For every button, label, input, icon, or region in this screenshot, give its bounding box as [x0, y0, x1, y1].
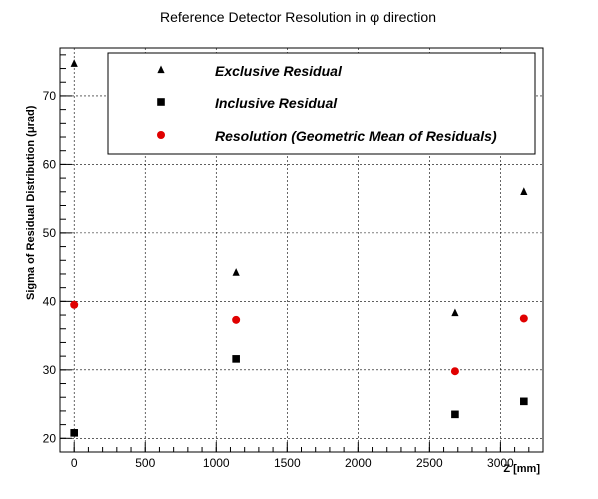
x-tick-label: 1500 [274, 456, 301, 470]
square-data-point [520, 397, 528, 406]
circle-data-point [450, 367, 459, 376]
legend-circle-marker [157, 131, 165, 139]
legend-label: Exclusive Residual [215, 63, 343, 79]
triangle-data-point [232, 268, 240, 276]
legend-square-marker [157, 98, 165, 106]
y-tick-label: 40 [43, 294, 57, 308]
x-tick-label: 500 [135, 456, 155, 470]
triangle-data-point [70, 59, 78, 67]
chart-title: Reference Detector Resolution in φ direc… [160, 9, 436, 25]
triangle-data-point [520, 187, 528, 195]
y-tick-label: 70 [43, 89, 57, 103]
data-points [70, 59, 528, 437]
x-axis-label: Z [mm] [503, 463, 540, 475]
legend-label: Inclusive Residual [215, 95, 338, 111]
square-data-point [70, 429, 79, 437]
y-tick-label: 50 [43, 226, 57, 240]
x-tick-label: 1000 [203, 456, 230, 470]
axis-ticks: 0 500 1000 1500 2000 2500 3000 20 30 40 50 60 70 [43, 54, 544, 470]
x-tick-label: 0 [71, 456, 78, 470]
x-tick-label: 2000 [345, 456, 372, 470]
y-tick-label: 30 [43, 363, 57, 377]
square-data-point [451, 410, 459, 419]
x-tick-label: 2500 [416, 456, 443, 470]
legend-box [107, 52, 536, 155]
circle-data-point [519, 314, 528, 323]
legend-triangle-marker [157, 65, 165, 74]
y-tick-label: 60 [43, 157, 57, 171]
legend: Exclusive Residual Inclusive Residual Reso… [107, 52, 536, 155]
legend-entries: Exclusive Residual Inclusive Residual Reso… [157, 63, 497, 144]
circle-data-point [70, 300, 79, 309]
y-axis-label: Sigma of Residual Distribution (μrad) [25, 105, 37, 300]
square-data-point [232, 355, 240, 363]
y-tick-label: 20 [43, 431, 57, 445]
triangle-data-point [451, 308, 459, 317]
circle-data-point [232, 315, 241, 324]
legend-label: Resolution (Geometric Mean of Residuals) [215, 128, 497, 144]
x-tick-label: 3000 [487, 456, 514, 470]
